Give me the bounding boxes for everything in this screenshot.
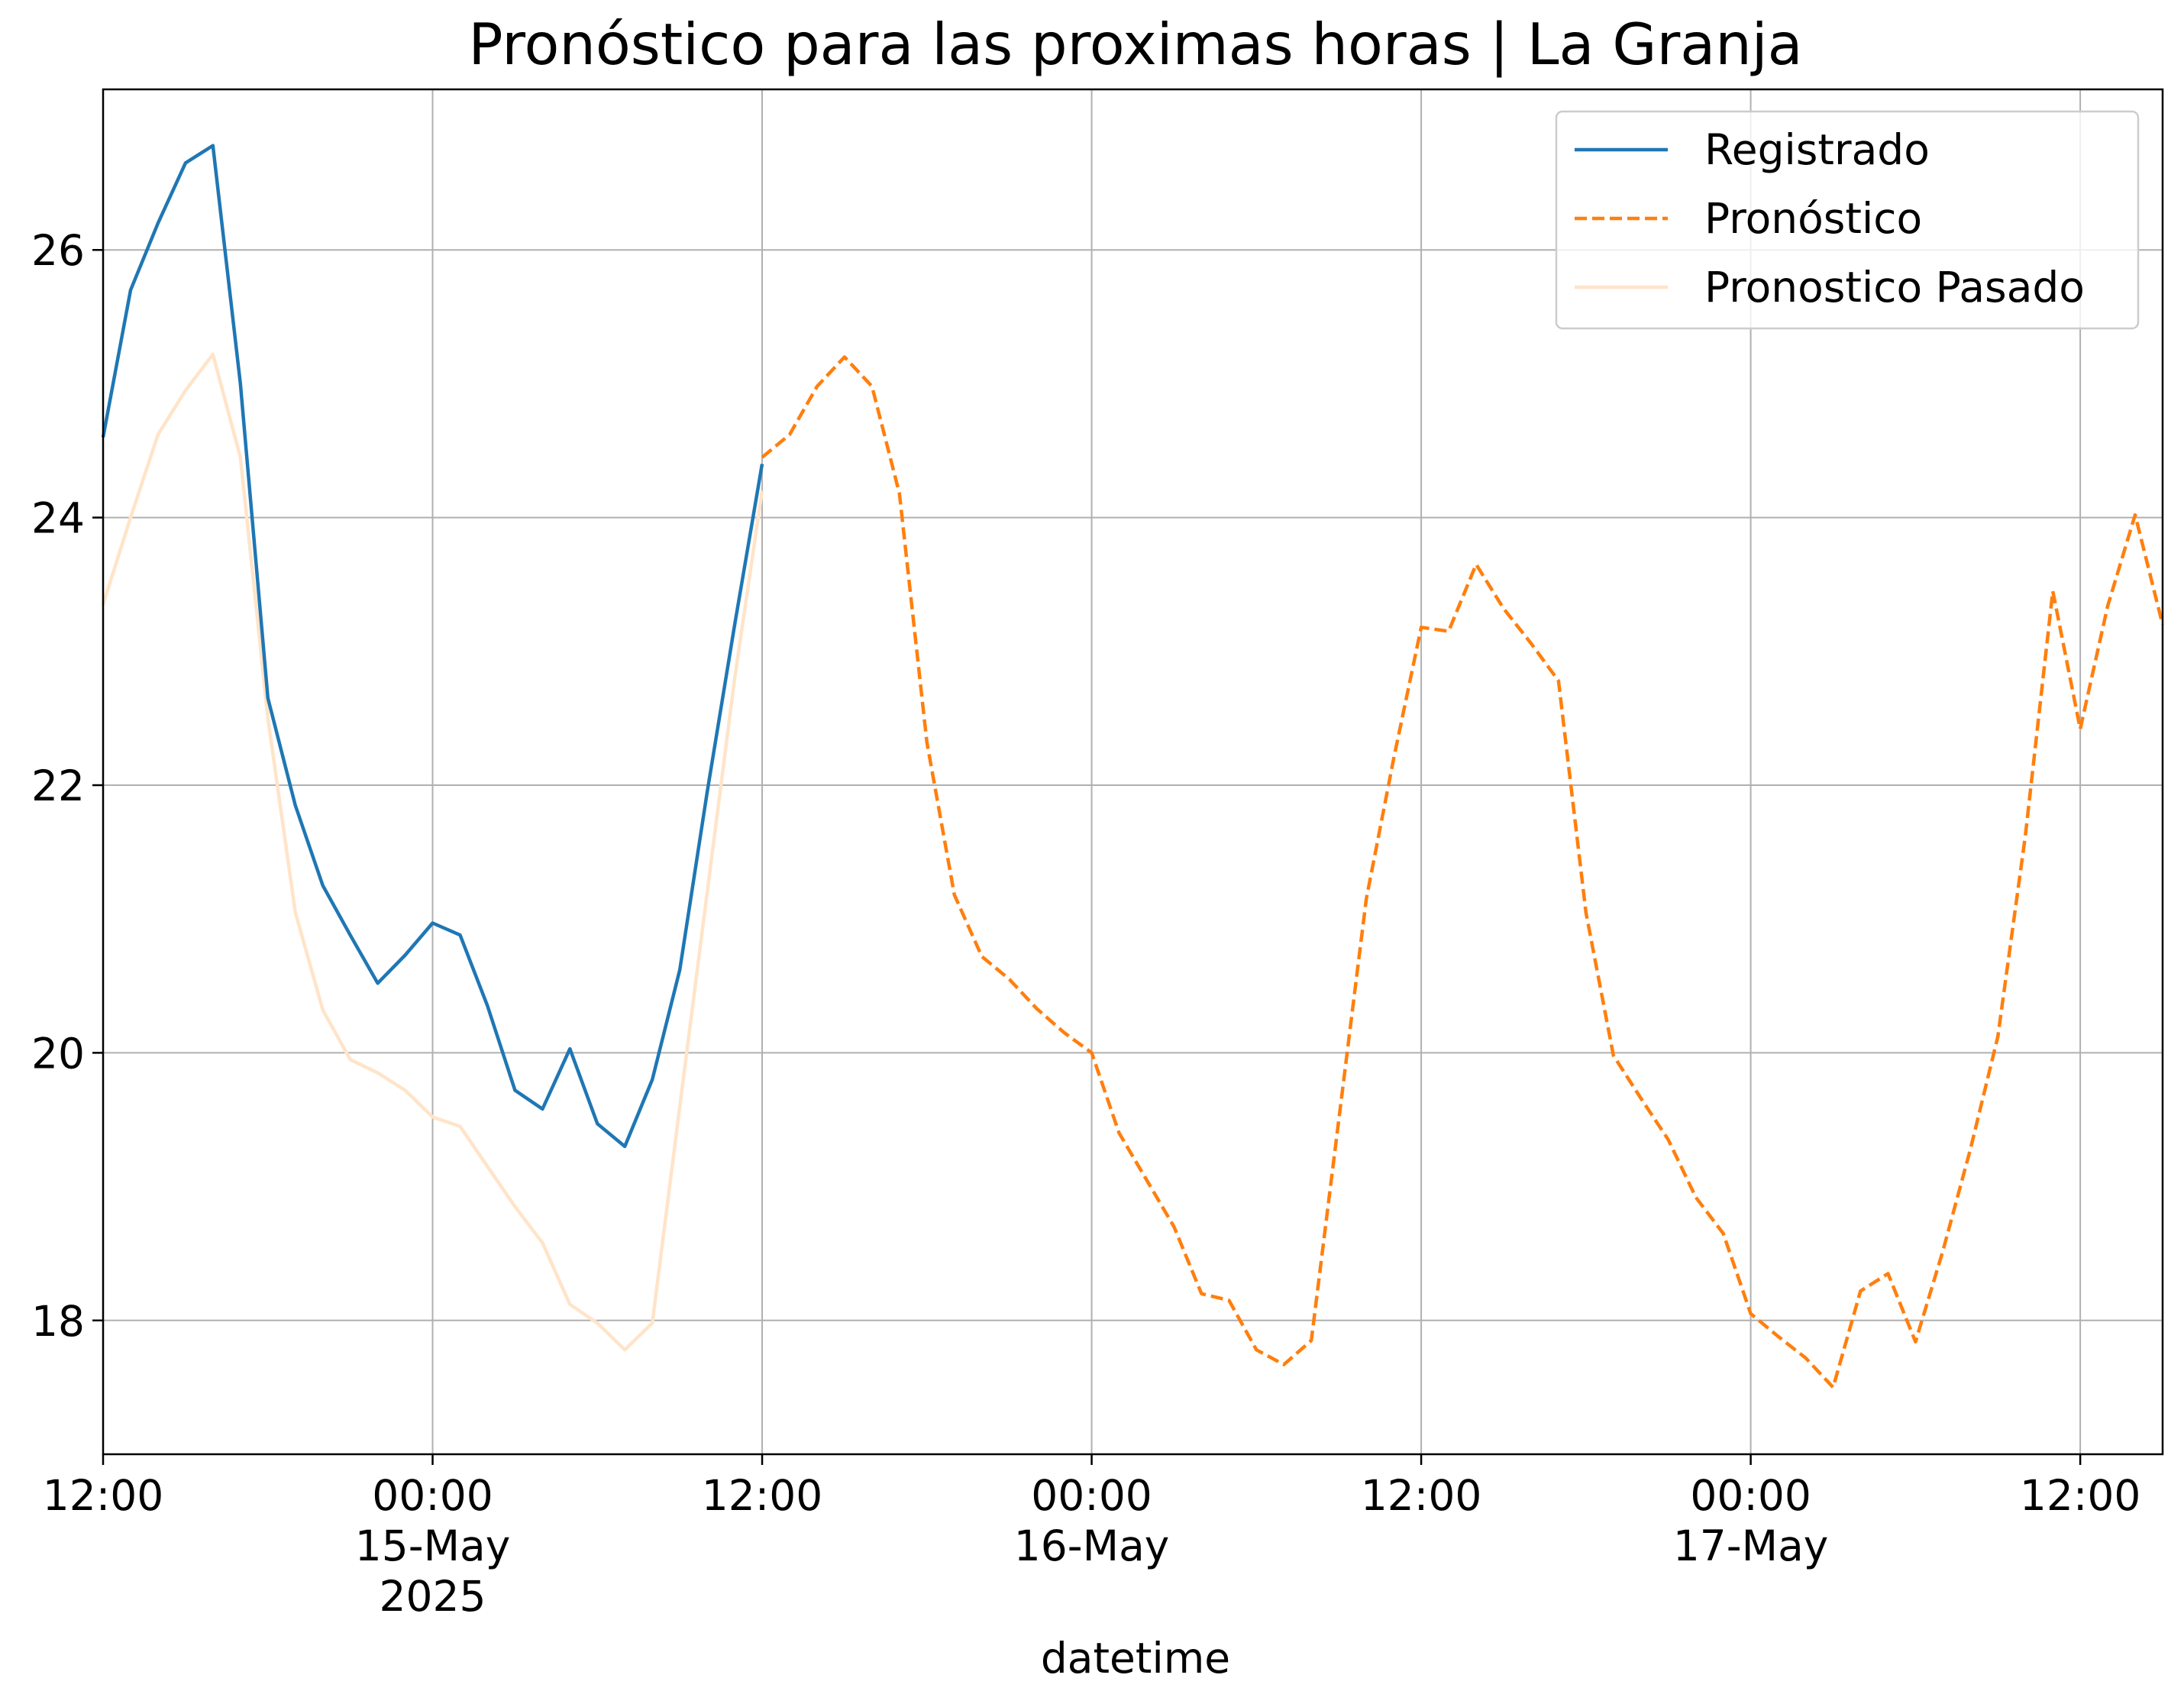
x-tick-label: 15-May [355, 1521, 511, 1570]
y-tick-label: 18 [31, 1297, 85, 1346]
legend: Registrado Pronóstico Pronostico Pasado [1555, 110, 2140, 330]
legend-label: Pronostico Pasado [1704, 263, 2085, 312]
series-line-registrado [101, 144, 764, 1149]
x-tick-label: 00:00 [1690, 1471, 1811, 1520]
x-tick-label: 12:00 [43, 1471, 164, 1520]
plot-frame [102, 88, 2164, 1456]
series-line-pronostico-pasado [101, 352, 764, 1352]
series-line-pron-stico [761, 355, 2165, 1389]
x-tick-label: 17-May [1673, 1521, 1829, 1570]
x-tick-label: 2025 [380, 1572, 486, 1621]
legend-label: Pronóstico [1704, 194, 1922, 243]
y-tick-label: 22 [31, 761, 85, 810]
chart-title: Pronóstico para las proximas horas | La … [468, 11, 1802, 78]
x-tick-label: 16-May [1014, 1521, 1170, 1570]
y-tick-label: 26 [31, 226, 85, 275]
x-tick-label: 00:00 [1031, 1471, 1152, 1520]
series-lines [101, 144, 2165, 1389]
x-tick-label: 12:00 [2020, 1471, 2141, 1520]
x-tick-label: 12:00 [702, 1471, 823, 1520]
legend-box [1555, 110, 2140, 330]
x-tick-label: 00:00 [372, 1471, 493, 1520]
x-tick-label: 12:00 [1361, 1471, 1482, 1520]
y-tick-label: 20 [31, 1029, 85, 1078]
y-tick-label: 24 [31, 494, 85, 543]
legend-label: Registrado [1704, 125, 1930, 174]
x-axis-label: datetime [1041, 1634, 1230, 1683]
